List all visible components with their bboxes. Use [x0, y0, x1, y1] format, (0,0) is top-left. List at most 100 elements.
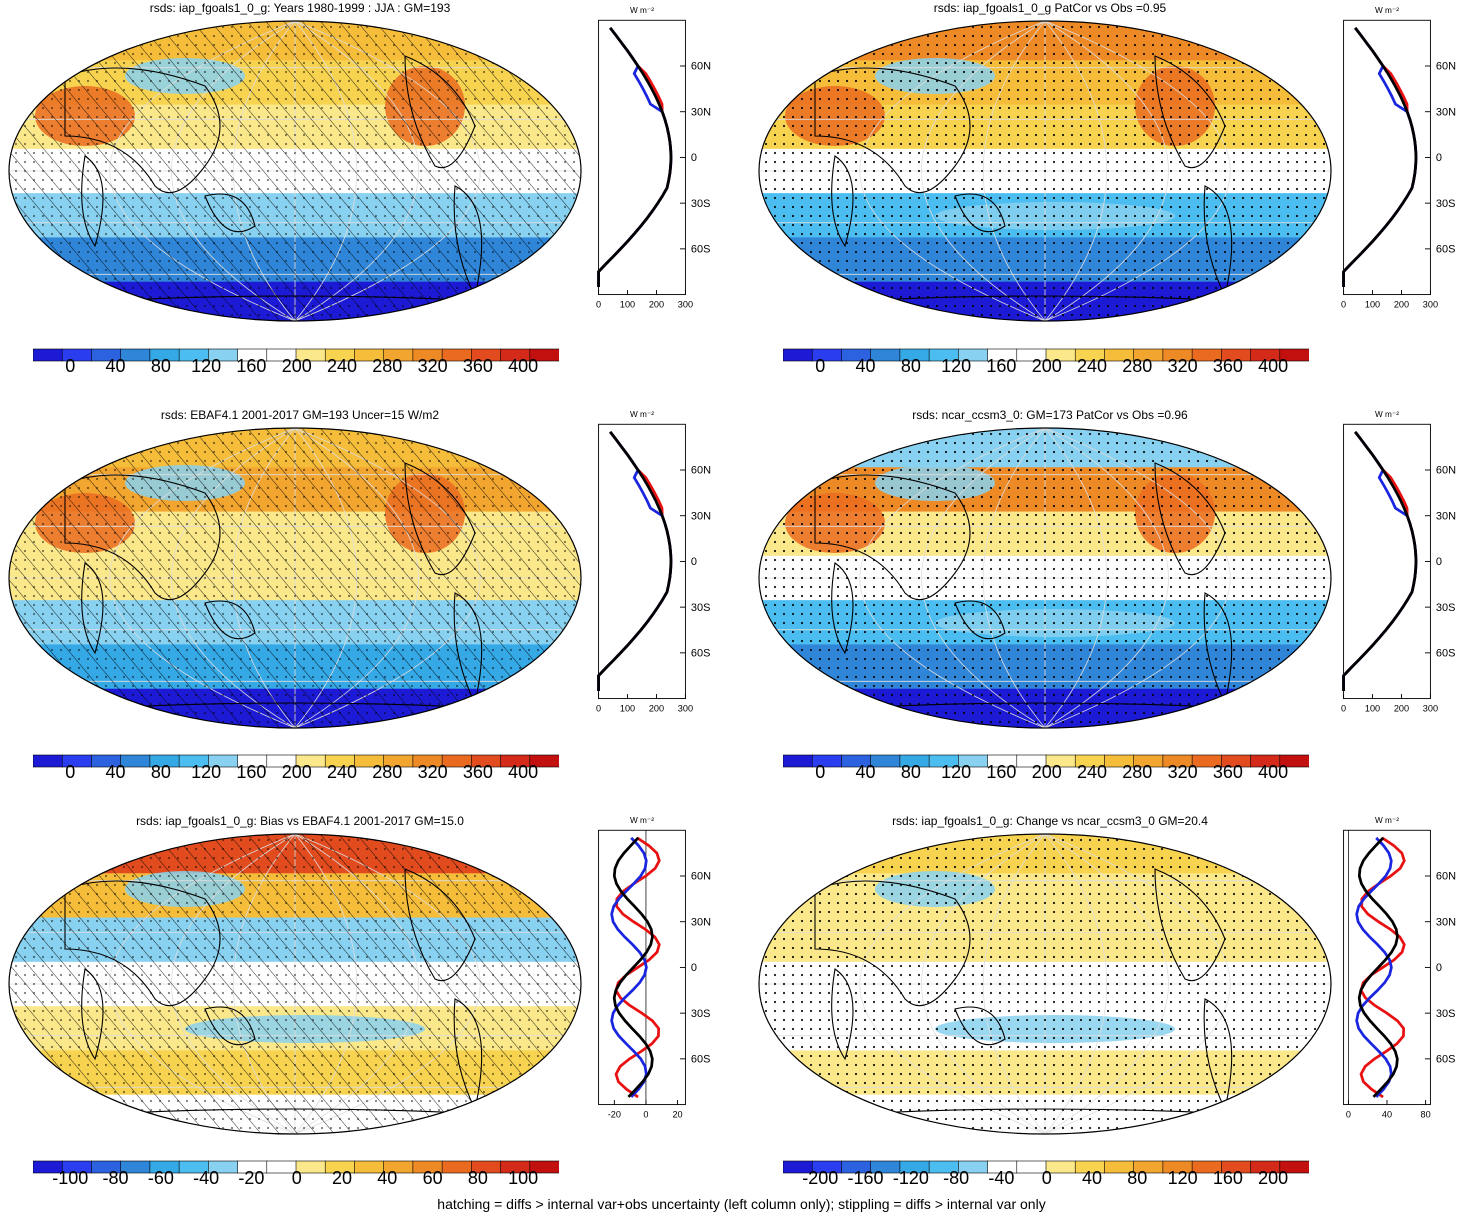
- colorbar-tick-label: -160: [847, 1168, 884, 1188]
- units-label: W m⁻²: [630, 410, 654, 419]
- units-label: W m⁻²: [1375, 410, 1399, 419]
- units-label: W m⁻²: [1375, 816, 1399, 825]
- profile-x-tick-label: 80: [1421, 1109, 1431, 1119]
- colorbar-tick-label: 80: [1127, 1168, 1148, 1188]
- lat-tick-label: 60S: [1436, 1054, 1456, 1066]
- colorbar-tick-label: -60: [147, 1168, 174, 1188]
- colorbar-tick-label: 160: [986, 762, 1017, 782]
- colorbar-panel-5: [33, 1160, 559, 1174]
- colorbar-labels-panel-2: 0 40 80 120 160 200 240 280 320 360 400: [783, 356, 1309, 378]
- panel-3-title: rsds: EBAF4.1 2001-2017 GM=193 Uncer=15 …: [160, 408, 440, 422]
- profile-x-tick-label: 200: [649, 703, 664, 713]
- colorbar-tick-label: 280: [372, 762, 403, 782]
- colorbar-tick-label: -100: [52, 1168, 89, 1188]
- colorbar-tick-label: 20: [332, 1168, 353, 1188]
- colorbar-panel-3: [33, 754, 559, 768]
- map-panel-3: [8, 427, 582, 729]
- footer-note: hatching = diffs > internal var+obs unce…: [437, 1196, 1046, 1212]
- zonal-profile-panel-1: W m⁻² 60N 30N 0 30S 60S 0 100 200 300: [596, 6, 711, 309]
- colorbar-tick-label: 400: [1258, 762, 1289, 782]
- colorbar-tick-label: -200: [802, 1168, 839, 1188]
- colorbar-tick-label: 40: [105, 762, 126, 782]
- colorbar-tick-label: 320: [417, 356, 448, 376]
- lat-tick-label: 60S: [1436, 648, 1456, 660]
- units-label: W m⁻²: [630, 816, 654, 825]
- colorbar-tick-label: 320: [1167, 356, 1198, 376]
- colorbar-tick-label: 40: [1082, 1168, 1103, 1188]
- colorbar-labels-panel-6: -200 -160 -120 -80 -40 0 40 80 120 160 200: [783, 1168, 1309, 1190]
- colorbar-swatch: [529, 754, 559, 768]
- colorbar-tick-label: -40: [193, 1168, 220, 1188]
- colorbar-tick-label: 40: [105, 356, 126, 376]
- profile-x-tick-label: 200: [1394, 703, 1409, 713]
- lat-tick-label: 30N: [1436, 916, 1456, 928]
- profile-x-tick-label: 100: [620, 703, 635, 713]
- colorbar-tick-label: 160: [986, 356, 1017, 376]
- lat-tick-label: 0: [691, 152, 697, 164]
- colorbar-swatch: [1279, 754, 1309, 768]
- colorbar-labels-panel-4: 0 40 80 120 160 200 240 280 320 360 400: [783, 762, 1309, 784]
- profile-x-tick-label: 300: [1423, 299, 1438, 309]
- profile-x-tick-label: 20: [672, 1109, 682, 1119]
- lat-tick-label: 60S: [691, 244, 711, 256]
- profile-x-tick-label: 0: [1341, 299, 1346, 309]
- colorbar-tick-label: 320: [1167, 762, 1198, 782]
- colorbar-tick-label: 400: [508, 762, 539, 782]
- profile-x-tick-label: 300: [1423, 703, 1438, 713]
- lat-tick-label: 30N: [691, 510, 711, 522]
- zonal-profile-panel-6: W m⁻² 60N 30N 0 30S 60S 0 40 80: [1343, 816, 1456, 1119]
- map-panel-5: [8, 833, 582, 1135]
- colorbar-tick-label: 200: [1031, 762, 1062, 782]
- profile-line-black: [597, 431, 673, 691]
- lat-tick-label: 60N: [1436, 871, 1456, 883]
- colorbar-tick-label: 360: [462, 762, 493, 782]
- profile-x-tick-label: 40: [1382, 1109, 1392, 1119]
- colorbar-panel-2: [783, 348, 1309, 362]
- lat-tick-label: 30N: [1436, 510, 1456, 522]
- profile-line-blue: [1355, 836, 1393, 1098]
- colorbar-panel-6: [783, 1160, 1309, 1174]
- lat-tick-label: 60N: [691, 465, 711, 477]
- colorbar-tick-label: 360: [1212, 356, 1243, 376]
- profile-line-blue: [610, 836, 648, 1098]
- colorbar-labels-panel-1: 0 40 80 120 160 200 240 280 320 360 400: [33, 356, 559, 378]
- lat-tick-label: 30N: [1436, 106, 1456, 118]
- colorbar-tick-label: 40: [855, 356, 876, 376]
- map-panel-4: [758, 427, 1332, 729]
- colorbar-tick-label: 320: [417, 762, 448, 782]
- colorbar-tick-label: 80: [900, 762, 921, 782]
- colorbar-tick-label: 280: [1122, 356, 1153, 376]
- colorbar-tick-label: 0: [65, 356, 76, 376]
- colorbar-tick-label: 200: [281, 356, 312, 376]
- colorbar-tick-label: 400: [508, 356, 539, 376]
- panel-6-title: rsds: iap_fgoals1_0_g: Change vs ncar_cc…: [892, 814, 1208, 828]
- colorbar-tick-label: 200: [281, 762, 312, 782]
- colorbar-tick-label: 240: [326, 356, 358, 376]
- lat-tick-label: 60N: [691, 871, 711, 883]
- profile-x-tick-label: 0: [596, 703, 601, 713]
- colorbar-tick-label: 360: [462, 356, 493, 376]
- colorbar-tick-label: 120: [1167, 1168, 1198, 1188]
- colorbar-panel-1: [33, 348, 559, 362]
- profile-x-tick-label: 300: [678, 703, 693, 713]
- lat-tick-label: 60N: [691, 61, 711, 73]
- colorbar-swatch: [1279, 1160, 1309, 1174]
- panel-1-title: rsds: iap_fgoals1_0_g: Years 1980-1999 :…: [149, 1, 451, 15]
- colorbar-tick-label: -80: [102, 1168, 129, 1188]
- panel-5-title: rsds: iap_fgoals1_0_g: Bias vs EBAF4.1 2…: [136, 814, 464, 828]
- colorbar-panel-4: [783, 754, 1309, 768]
- profile-line-black: [597, 27, 673, 287]
- lat-tick-label: 0: [691, 962, 697, 974]
- profile-x-tick-label: 300: [678, 299, 693, 309]
- colorbar-tick-label: 160: [1212, 1168, 1243, 1188]
- profile-x-tick-label: 200: [1394, 299, 1409, 309]
- map-panel-2: [758, 20, 1332, 322]
- colorbar-tick-label: 0: [815, 356, 826, 376]
- lat-tick-label: 30S: [691, 1008, 711, 1020]
- colorbar-tick-label: 280: [1122, 762, 1153, 782]
- units-label: W m⁻²: [630, 6, 654, 15]
- colorbar-tick-label: 160: [236, 762, 267, 782]
- colorbar-tick-label: 40: [855, 762, 876, 782]
- colorbar-tick-label: 400: [1258, 356, 1289, 376]
- profile-x-tick-label: 0: [643, 1109, 648, 1119]
